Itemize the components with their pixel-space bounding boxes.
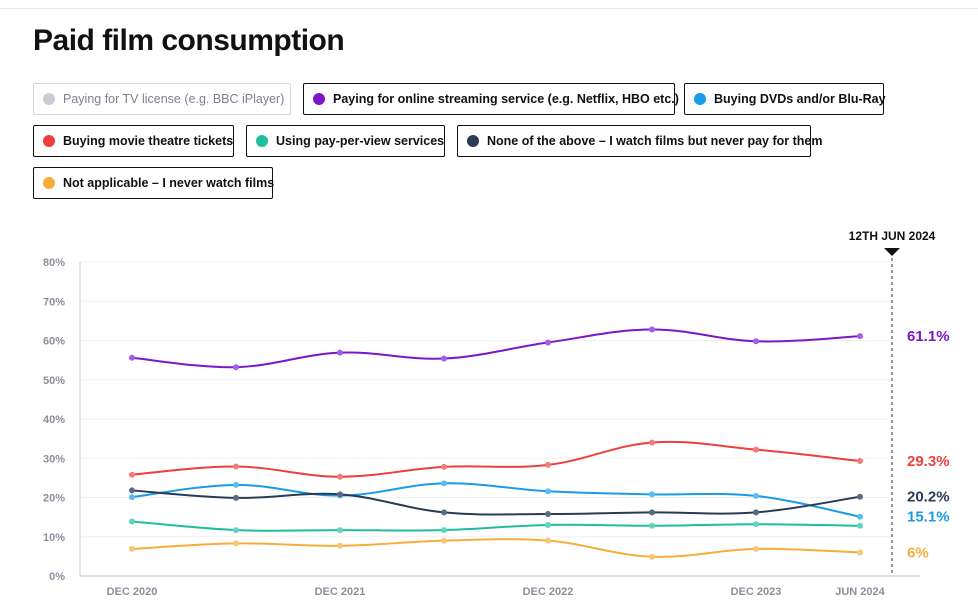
series-line-using-pay-per-view-services [131, 520, 861, 532]
legend-dot-icon [43, 135, 55, 147]
legend-label: Buying DVDs and/or Blu-Ray [714, 92, 886, 106]
data-point[interactable] [233, 481, 239, 488]
data-point[interactable] [337, 527, 343, 534]
legend-dot-icon [43, 177, 55, 189]
legend-dot-icon [467, 135, 479, 147]
x-tick-label: DEC 2020 [107, 586, 158, 598]
data-point[interactable] [753, 545, 759, 552]
legend-item-dvd[interactable]: Buying DVDs and/or Blu-Ray [684, 83, 886, 115]
data-point[interactable] [753, 509, 759, 516]
data-point[interactable] [649, 491, 655, 498]
data-point[interactable] [233, 463, 239, 470]
y-tick-label: 10% [43, 532, 65, 544]
series-line-buying-movie-theatre-tickets [131, 440, 861, 478]
data-point[interactable] [233, 364, 239, 371]
data-point[interactable] [753, 492, 759, 499]
data-point[interactable] [441, 480, 447, 487]
end-value-label: 61.1% [907, 328, 950, 345]
data-point[interactable] [857, 457, 863, 464]
y-tick-label: 30% [43, 453, 65, 465]
data-point[interactable] [233, 540, 239, 547]
legend-dot-icon [256, 135, 268, 147]
data-point[interactable] [233, 527, 239, 534]
page-title: Paid film consumption [33, 24, 345, 57]
data-point[interactable] [753, 521, 759, 528]
data-point[interactable] [545, 537, 551, 544]
legend-label: None of the above – I watch films but ne… [487, 134, 823, 148]
data-point[interactable] [545, 461, 551, 468]
legend-item-not-applicable[interactable]: Not applicable – I never watch films [33, 167, 275, 199]
y-tick-label: 0% [49, 571, 65, 583]
date-marker-label: 12TH JUN 2024 [849, 229, 936, 243]
legend-item-streaming[interactable]: Paying for online streaming service (e.g… [303, 83, 679, 115]
data-point[interactable] [441, 355, 447, 362]
data-point[interactable] [857, 493, 863, 500]
end-value-label: 20.2% [907, 489, 950, 506]
data-point[interactable] [337, 349, 343, 356]
data-point[interactable] [649, 509, 655, 516]
data-point[interactable] [545, 488, 551, 495]
legend-label: Not applicable – I never watch films [63, 176, 275, 190]
y-tick-label: 50% [43, 375, 65, 387]
data-point[interactable] [337, 542, 343, 549]
data-point[interactable] [545, 339, 551, 346]
data-point[interactable] [649, 439, 655, 446]
date-marker-triangle-icon [884, 248, 900, 256]
series-line-none-of-the-above-i-watch-film [131, 489, 861, 516]
x-tick-label: JUN 2024 [835, 586, 885, 598]
legend-dot-icon [43, 93, 55, 105]
data-point[interactable] [129, 494, 135, 501]
data-point[interactable] [857, 513, 863, 520]
legend-label: Buying movie theatre tickets [63, 134, 234, 148]
top-divider [0, 8, 978, 9]
legend-item-theatre[interactable]: Buying movie theatre tickets [33, 125, 234, 157]
series-line-buying-dvds-and-or-blu-ray [131, 482, 861, 518]
data-point[interactable] [441, 537, 447, 544]
data-point[interactable] [857, 549, 863, 556]
data-point[interactable] [337, 491, 343, 498]
y-tick-label: 80% [43, 257, 65, 269]
legend-item-none[interactable]: None of the above – I watch films but ne… [457, 125, 822, 157]
end-value-label: 15.1% [907, 509, 950, 526]
data-point[interactable] [337, 473, 343, 480]
data-point[interactable] [129, 471, 135, 478]
legend-item-tv-license[interactable]: Paying for TV license (e.g. BBC iPlayer) [33, 83, 291, 115]
y-tick-label: 40% [43, 414, 65, 426]
end-value-label: 6% [907, 544, 929, 561]
data-point[interactable] [441, 463, 447, 470]
data-point[interactable] [129, 545, 135, 552]
data-point[interactable] [753, 338, 759, 345]
legend-dot-icon [694, 93, 706, 105]
y-tick-label: 70% [43, 296, 65, 308]
data-point[interactable] [441, 509, 447, 516]
legend-label: Paying for online streaming service (e.g… [333, 92, 679, 106]
data-point[interactable] [649, 326, 655, 333]
end-value-label: 29.3% [907, 453, 950, 470]
data-point[interactable] [649, 522, 655, 529]
x-tick-label: DEC 2021 [315, 586, 366, 598]
x-tick-label: DEC 2023 [731, 586, 782, 598]
legend-dot-icon [313, 93, 325, 105]
data-point[interactable] [129, 354, 135, 361]
legend-label: Paying for TV license (e.g. BBC iPlayer) [63, 92, 285, 106]
data-point[interactable] [233, 494, 239, 501]
data-point[interactable] [753, 446, 759, 453]
series-line-paying-for-online-streaming-se [131, 328, 861, 369]
data-point[interactable] [649, 553, 655, 560]
line-chart: 0% 10% 20% 30% 40% 50% 60% 70% 80% DEC 2020 DEC 20… [43, 229, 950, 598]
x-tick-label: DEC 2022 [523, 586, 574, 598]
y-tick-label: 60% [43, 336, 65, 348]
legend-label: Using pay-per-view services [276, 134, 445, 148]
data-point[interactable] [545, 521, 551, 528]
y-tick-label: 20% [43, 493, 65, 505]
data-point[interactable] [441, 527, 447, 534]
series-line-not-applicable-i-never-watch-f [131, 538, 861, 558]
data-point[interactable] [857, 522, 863, 529]
data-point[interactable] [545, 510, 551, 517]
data-point[interactable] [857, 333, 863, 340]
data-point[interactable] [129, 518, 135, 525]
data-point[interactable] [129, 487, 135, 494]
legend-item-pay-per-view[interactable]: Using pay-per-view services [246, 125, 445, 157]
